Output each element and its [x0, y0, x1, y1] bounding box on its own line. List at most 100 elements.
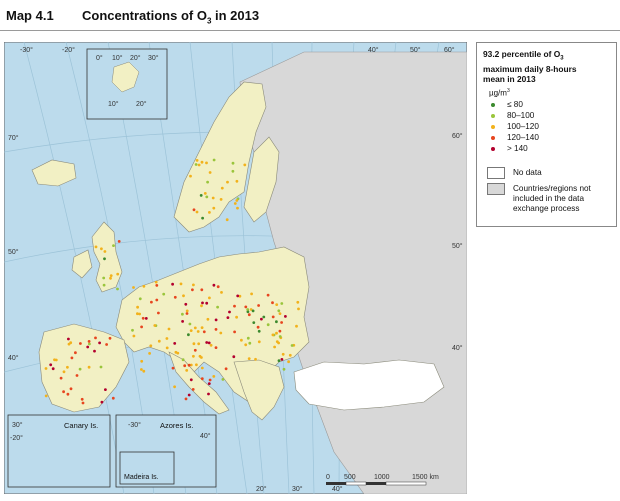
- station-dot: [252, 321, 256, 324]
- station-dot: [280, 302, 284, 305]
- canary-lat: 30°: [12, 421, 23, 429]
- lat-label-left: 40°: [8, 354, 19, 362]
- station-dot: [257, 340, 261, 344]
- station-dot: [214, 346, 218, 349]
- station-dot: [102, 276, 106, 280]
- station-dot: [246, 336, 250, 340]
- land-balkans: [233, 359, 285, 421]
- station-dot: [157, 311, 160, 315]
- station-dot: [165, 346, 169, 350]
- station-dot: [189, 174, 192, 178]
- station-dot: [70, 356, 74, 360]
- station-dot: [69, 387, 73, 391]
- station-dot: [212, 375, 216, 378]
- azores-lon: -30°: [128, 421, 141, 429]
- legend-class-1: ≤ 80: [491, 99, 523, 110]
- station-dot: [136, 312, 139, 316]
- station-dot: [102, 283, 106, 287]
- svalbard-label: 0°: [96, 54, 103, 62]
- station-dot: [193, 348, 197, 352]
- station-dot: [44, 367, 48, 370]
- station-dot: [192, 208, 196, 212]
- land-ireland: [71, 249, 93, 279]
- station-dot: [200, 288, 204, 292]
- station-dot: [278, 329, 282, 333]
- station-dot: [195, 159, 199, 162]
- station-dot: [212, 158, 216, 162]
- station-dot: [232, 355, 236, 359]
- station-dot: [198, 354, 202, 358]
- station-dot: [195, 210, 199, 214]
- station-dot: [295, 324, 298, 328]
- station-dot: [246, 308, 250, 311]
- station-dot: [165, 337, 169, 340]
- station-dot: [109, 274, 113, 277]
- station-dot: [206, 180, 210, 184]
- station-dot: [62, 390, 65, 394]
- station-dot: [219, 198, 223, 201]
- legend-excluded-label: Countries/regions not included in the da…: [513, 184, 613, 214]
- lon-label-top: 50°: [410, 46, 421, 54]
- canary-lon: -20°: [10, 434, 23, 442]
- station-dot: [150, 300, 153, 304]
- station-dot: [176, 351, 180, 355]
- station-dot: [81, 401, 85, 405]
- station-dot: [67, 337, 70, 341]
- station-dot: [184, 397, 188, 401]
- station-dot: [86, 345, 90, 349]
- station-dot: [155, 298, 159, 302]
- station-dot: [100, 247, 103, 251]
- station-dot: [202, 330, 206, 334]
- map-header: Map 4.1 Concentrations of O3 in 2013: [0, 0, 620, 31]
- station-dot: [216, 285, 220, 289]
- station-dot: [104, 388, 107, 391]
- land-svalbard: [111, 61, 140, 93]
- legend-title-sub: 3: [560, 55, 564, 62]
- lat-label-right: 40°: [452, 344, 463, 352]
- station-dot: [206, 317, 210, 321]
- map-title: Concentrations of O3 in 2013: [82, 8, 259, 26]
- lon-label-bottom: 30°: [292, 485, 303, 493]
- station-dot: [153, 324, 157, 327]
- station-dot: [235, 315, 239, 319]
- station-dot: [221, 378, 225, 381]
- station-dot: [247, 313, 251, 317]
- station-dot: [280, 321, 283, 324]
- legend-class-label: > 140: [507, 144, 528, 153]
- station-dot: [194, 163, 198, 166]
- station-dot: [249, 308, 253, 311]
- station-dot: [149, 344, 153, 348]
- station-dot: [226, 180, 229, 184]
- header-rule: [0, 30, 620, 31]
- azores-label: Azores Is.: [160, 421, 193, 430]
- legend-title-line1: 93.2 percentile of O: [483, 49, 561, 59]
- station-dot: [142, 284, 146, 288]
- station-dot: [162, 292, 166, 296]
- station-dot: [200, 160, 204, 164]
- station-dot: [290, 344, 294, 347]
- station-dot: [167, 327, 171, 331]
- station-dot: [132, 334, 136, 338]
- svalbard-label: 10°: [112, 54, 123, 62]
- station-dot: [109, 276, 112, 280]
- station-dot: [220, 186, 224, 190]
- station-dot: [296, 300, 300, 304]
- station-dot: [271, 315, 275, 319]
- lat-label-left: 70°: [8, 134, 19, 142]
- station-dot: [138, 312, 142, 316]
- station-dot: [275, 331, 278, 335]
- station-dot: [66, 365, 69, 369]
- station-dot: [173, 385, 177, 389]
- lat-label-right: 50°: [452, 242, 463, 250]
- station-dot: [277, 359, 281, 362]
- station-dot: [233, 330, 237, 334]
- station-dot: [281, 352, 285, 356]
- legend-title-line2: maximum daily 8-hours: [483, 63, 577, 74]
- azores-lat: 40°: [200, 432, 211, 440]
- legend-class-4: 120–140: [491, 132, 539, 143]
- station-dot: [155, 284, 159, 287]
- station-dot: [200, 304, 203, 308]
- madeira-inset: [119, 451, 175, 485]
- station-dot: [220, 291, 223, 294]
- lon-label-top: -20°: [62, 46, 75, 54]
